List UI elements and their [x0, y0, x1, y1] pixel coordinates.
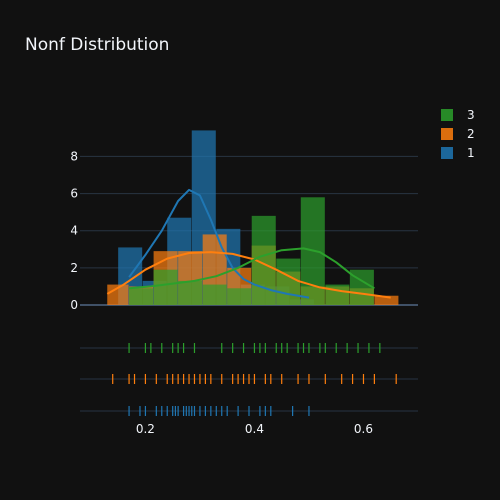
x-tick-label: 0.6	[354, 422, 373, 436]
histogram-bar-series-2[interactable]	[374, 295, 399, 305]
y-tick-label: 8	[70, 149, 78, 163]
legend-item-2[interactable]: 2	[441, 127, 475, 141]
legend[interactable]: 3 2 1	[441, 108, 475, 160]
y-tick-label: 2	[70, 261, 78, 275]
axis-ticks: 0 2 4 6 8 0.2 0.4 0.6	[70, 149, 373, 436]
histogram-bars	[107, 130, 399, 305]
histogram-bar-series-3[interactable]	[202, 284, 227, 305]
legend-swatch[interactable]	[441, 147, 453, 159]
density-curves	[106, 188, 391, 299]
y-tick-label: 0	[70, 298, 78, 312]
y-tick-label: 6	[70, 187, 78, 201]
histogram-bar-series-3[interactable]	[325, 284, 350, 305]
rug-plots	[112, 343, 397, 416]
legend-label[interactable]: 1	[467, 146, 475, 160]
legend-item-3[interactable]: 3	[441, 108, 475, 122]
legend-swatch[interactable]	[441, 109, 453, 121]
density-curve-series-3[interactable]	[129, 247, 375, 290]
histogram-bar-series-3[interactable]	[153, 269, 178, 305]
legend-item-1[interactable]: 1	[441, 146, 475, 160]
x-tick-label: 0.4	[245, 422, 264, 436]
density-curve-series-2[interactable]	[106, 251, 391, 299]
histogram-bar-series-3[interactable]	[227, 288, 252, 305]
chart-title: Nonf Distribution	[25, 35, 169, 55]
y-tick-label: 4	[70, 224, 78, 238]
histogram-bar-series-3[interactable]	[276, 258, 301, 305]
legend-label[interactable]: 3	[467, 108, 475, 122]
histogram-bar-series-2[interactable]	[107, 284, 129, 305]
histogram-bar-series-3[interactable]	[129, 288, 154, 305]
x-tick-label: 0.2	[136, 422, 155, 436]
legend-swatch[interactable]	[441, 128, 453, 140]
legend-label[interactable]: 2	[467, 127, 475, 141]
histogram-bar-series-3[interactable]	[178, 280, 203, 305]
density-curve-series-1[interactable]	[128, 188, 310, 299]
